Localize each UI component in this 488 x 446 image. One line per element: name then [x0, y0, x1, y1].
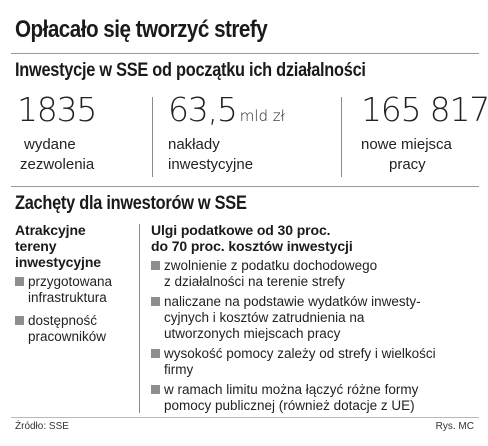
bullet-square-icon — [15, 277, 24, 286]
right-column-heading: Ulgi podatkowe od 30 proc. do 70 proc. k… — [151, 222, 353, 254]
stat-value: 165 817 — [361, 90, 488, 129]
section-divider — [11, 186, 479, 187]
stat-new-jobs: 165 817 nowe miejsca pracy — [361, 93, 488, 175]
investments-heading: Inwestycje w SSE od początku ich działal… — [15, 60, 366, 81]
stat-value: 63,5 mld zł — [168, 90, 285, 129]
stat-label: nowe miejsca pracy — [361, 136, 452, 173]
bullet-square-icon — [151, 297, 160, 306]
page-title: Opłacało się tworzyć strefy — [15, 16, 268, 43]
stat-label: wydane zezwolenia — [20, 136, 95, 173]
stat-value: 1835 — [17, 90, 97, 129]
bullet-square-icon — [15, 316, 24, 325]
column-separator — [139, 224, 140, 413]
source-note: Źródło: SSE — [15, 421, 69, 432]
bullet-square-icon — [151, 349, 160, 358]
incentives-heading: Zachęty dla inwestorów w SSE — [15, 193, 247, 214]
stat-permits: 1835 wydane zezwolenia — [17, 93, 99, 175]
bullet-square-icon — [151, 385, 160, 394]
left-column-heading: Atrakcyjne tereny inwestycyjne — [15, 222, 101, 270]
footer-divider — [11, 417, 479, 418]
credit-note: Rys. MC — [435, 421, 474, 432]
bullet-square-icon — [151, 261, 160, 270]
stat-label: nakłady inwestycyjne — [168, 136, 254, 173]
stat-investment-outlay: 63,5 mld zł nakłady inwestycyjne — [168, 93, 285, 175]
stat-separator — [341, 97, 342, 177]
stat-separator — [152, 97, 153, 177]
title-divider — [11, 53, 479, 54]
